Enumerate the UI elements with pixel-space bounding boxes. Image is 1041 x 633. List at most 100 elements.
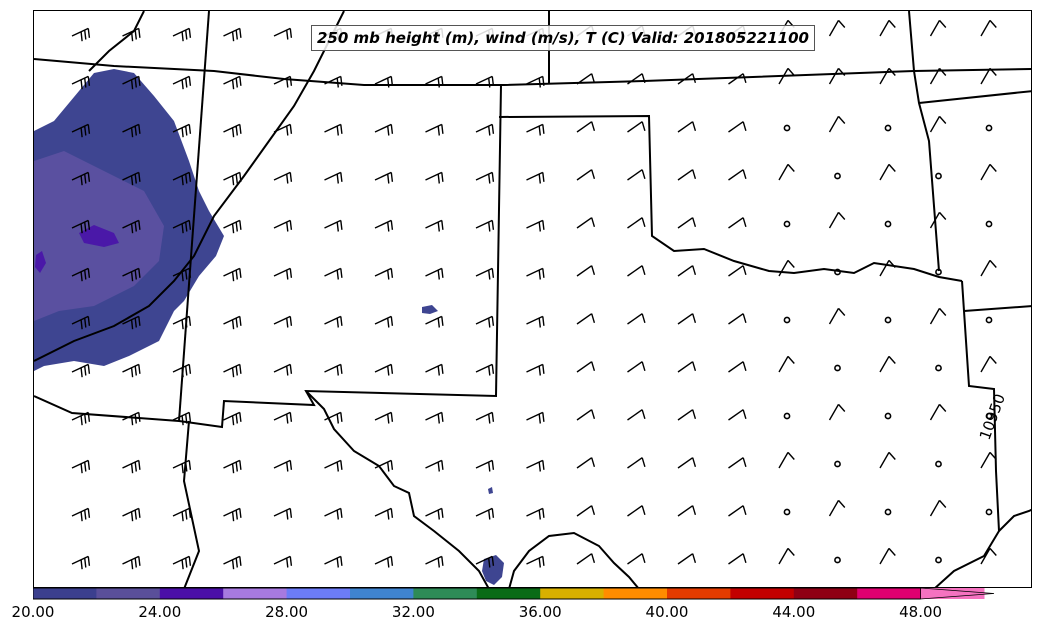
wind-barb	[324, 267, 343, 280]
wind-barb	[980, 547, 997, 565]
wind-barb	[828, 67, 846, 85]
state-boundaries	[34, 11, 1031, 587]
wind-barb	[526, 507, 545, 520]
wind-barb	[122, 459, 141, 474]
wind-barb	[273, 363, 293, 376]
colorbar-segment	[476, 588, 541, 599]
wind-barb	[324, 411, 343, 424]
wind-barb	[526, 75, 545, 88]
wind-barb	[475, 171, 495, 184]
wind-barb	[1030, 515, 1031, 516]
wind-barb	[425, 75, 444, 88]
wind-barb	[324, 363, 343, 376]
wind-barb	[475, 315, 495, 328]
wind-barb	[425, 459, 444, 472]
wind-barb	[374, 363, 394, 376]
calm-marker	[884, 124, 892, 132]
shading-core-b	[35, 251, 46, 273]
wind-barb	[627, 361, 646, 373]
wind-barb	[929, 19, 947, 37]
wind-barb	[980, 19, 997, 37]
wind-barb	[273, 171, 293, 184]
wind-barb	[526, 363, 545, 376]
wind-barb	[828, 115, 846, 133]
wind-barb	[980, 451, 997, 469]
wind-barb	[172, 171, 192, 186]
wind-barb	[1030, 323, 1031, 324]
wind-barb	[71, 411, 91, 426]
wind-barb	[223, 315, 242, 330]
calm-marker	[935, 364, 942, 372]
wind-barb	[828, 403, 846, 421]
wind-barb	[728, 553, 747, 565]
wind-barb	[71, 315, 91, 330]
wind-barb	[627, 169, 646, 181]
colorbar-tick-label: 28.00	[265, 603, 309, 621]
wind-barb	[475, 267, 495, 280]
wind-barb	[223, 411, 242, 426]
wind-barb	[122, 507, 141, 522]
river-west	[34, 11, 345, 362]
wind-barb	[172, 555, 192, 570]
wind-barb	[526, 267, 545, 280]
map-title: 250 mb height (m), wind (m/s), T (C) Val…	[311, 25, 815, 51]
wind-barb	[71, 363, 91, 378]
wind-barb	[172, 27, 192, 42]
wind-barb	[627, 409, 646, 421]
colorbar	[33, 587, 995, 600]
wind-barb	[778, 547, 795, 565]
colorbar-segment	[603, 588, 668, 599]
colorbar-segment	[793, 588, 858, 599]
wind-barb	[728, 457, 747, 469]
colorbar-segment	[730, 588, 795, 599]
wind-barb	[223, 123, 242, 138]
wind-barb	[980, 163, 997, 181]
shading-blob-central	[422, 305, 438, 314]
wind-barb	[728, 313, 747, 325]
wind-barb	[576, 361, 596, 373]
wind-barb	[526, 123, 545, 136]
wind-barb	[425, 219, 444, 232]
colorbar-segment	[350, 588, 414, 599]
colorbar-tick-label: 40.00	[645, 603, 689, 621]
boundary-panhandle-west	[34, 84, 502, 429]
wind-barb	[526, 315, 545, 328]
colorbar-tick-label: 48.00	[899, 603, 943, 621]
boundary-vertical-west	[178, 11, 210, 422]
calm-marker	[985, 316, 993, 324]
calm-marker	[884, 508, 892, 516]
wind-barb	[879, 355, 896, 373]
wind-barb	[122, 123, 141, 138]
wind-barb	[273, 123, 293, 136]
wind-barb	[929, 211, 947, 229]
wind-barb	[223, 171, 242, 186]
wind-barb	[778, 67, 795, 85]
calm-marker	[783, 508, 791, 516]
colorbar-extend-arrow	[920, 587, 995, 600]
wind-barb	[576, 457, 596, 469]
wind-barb	[122, 411, 141, 426]
colorbar-segment	[159, 588, 224, 599]
calm-marker	[884, 220, 892, 228]
river-northwest	[88, 11, 145, 72]
wind-barb	[1030, 419, 1031, 420]
wind-barb	[677, 361, 697, 373]
boundary-west-1	[182, 420, 201, 587]
wind-barb	[172, 219, 192, 234]
wind-barb	[728, 265, 747, 277]
colorbar-tick-label: 24.00	[138, 603, 182, 621]
height-contour-label: 10950	[976, 391, 1009, 442]
wind-barb	[223, 459, 242, 474]
calm-marker	[783, 124, 791, 132]
wind-barbs	[71, 19, 1031, 570]
wind-barb	[576, 313, 596, 325]
wind-barb	[627, 505, 646, 517]
wind-barb	[828, 211, 846, 229]
wind-barb	[425, 363, 444, 376]
wind-barb	[475, 411, 495, 424]
wind-barb	[677, 457, 697, 469]
calm-marker	[834, 556, 841, 564]
wind-barb	[576, 409, 596, 421]
wind-barb	[324, 507, 343, 520]
wind-barb	[475, 219, 495, 232]
